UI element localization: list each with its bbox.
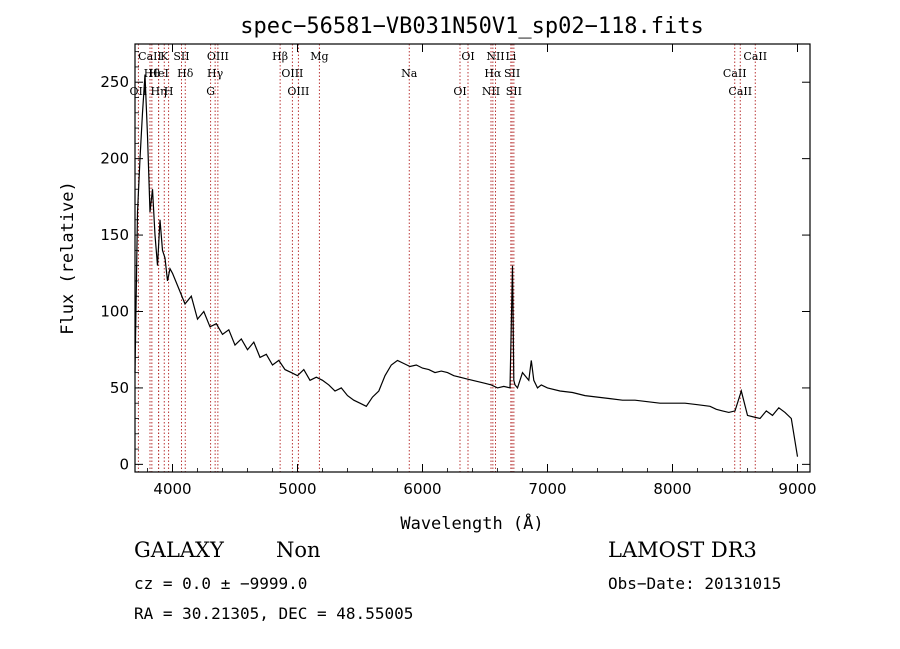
spectral-line-markers (137, 44, 756, 472)
line-label-13: OIII (281, 67, 303, 80)
line-label-20: NII (482, 85, 500, 98)
line-label-23: SII (506, 85, 522, 98)
x-axis-label: Wavelength (Å) (400, 512, 543, 534)
line-label-16: Na (401, 67, 418, 80)
line-label-4: HeI (148, 67, 168, 80)
x-axis: 4000 5000 6000 7000 8000 9000 (147, 44, 817, 498)
x-tick-label: 6000 (403, 480, 441, 498)
x-tick-label: 4000 (153, 480, 191, 498)
line-label-10: Hγ (207, 67, 224, 80)
x-tick-label: 5000 (278, 480, 316, 498)
plot-frame (134, 43, 811, 473)
line-label-7: Hδ (177, 67, 194, 80)
x-tick-label: 7000 (528, 480, 566, 498)
chart-title: spec−56581−VB031N50V1_sp02−118.fits (240, 14, 704, 39)
line-label-17: OI (453, 85, 466, 98)
y-tick-label: 0 (119, 455, 129, 473)
ra-dec: RA = 30.21305, DEC = 48.55005 (134, 604, 414, 623)
line-label-15: Mg (310, 50, 328, 63)
line-label-2: H (164, 85, 174, 98)
line-label-11: G (206, 85, 215, 98)
y-tick-label: 50 (110, 379, 129, 397)
obs-date: Obs−Date: 20131015 (608, 574, 782, 593)
line-label-1: Hθ (144, 67, 161, 80)
y-axis-label: Flux (relative) (58, 181, 78, 335)
line-label-22: SII (504, 67, 520, 80)
line-label-26: CaII (728, 85, 752, 98)
line-label-3: K (160, 50, 169, 63)
x-tick-label: 8000 (653, 480, 691, 498)
survey-name: LAMOST DR3 (608, 538, 757, 562)
line-label-6: SII (173, 50, 189, 63)
line-label-8: OII (130, 85, 148, 98)
line-label-12: Hβ (272, 50, 288, 63)
object-class: GALAXY (134, 538, 224, 562)
line-label-24: Li (505, 50, 516, 63)
object-subclass: Non (276, 538, 321, 562)
line-label-21: NII (486, 50, 504, 63)
y-tick-label: 150 (100, 226, 129, 244)
redshift-cz: cz = 0.0 ± −9999.0 (134, 574, 308, 593)
x-tick-label: 9000 (778, 480, 816, 498)
y-axis: 0 50 100 150 200 250 (100, 51, 810, 473)
y-tick-label: 200 (100, 150, 129, 168)
line-label-9: OIII (207, 50, 229, 63)
line-label-25: CaII (723, 67, 747, 80)
y-tick-label: 100 (100, 303, 129, 321)
line-label-14: OIII (287, 85, 309, 98)
y-tick-label: 250 (100, 73, 129, 91)
spectral-line-labels: CaII HθH K HeI Hη SII Hδ OII OIII Hγ G Hβ OIII OIII Mg… (130, 50, 768, 98)
line-label-0: CaII (138, 50, 162, 63)
line-label-18: OI (461, 50, 474, 63)
line-label-5: Hη (151, 85, 167, 98)
line-label-27: CaII (743, 50, 767, 63)
line-label-19: Hα (484, 67, 502, 80)
spectrum-line (134, 74, 799, 457)
